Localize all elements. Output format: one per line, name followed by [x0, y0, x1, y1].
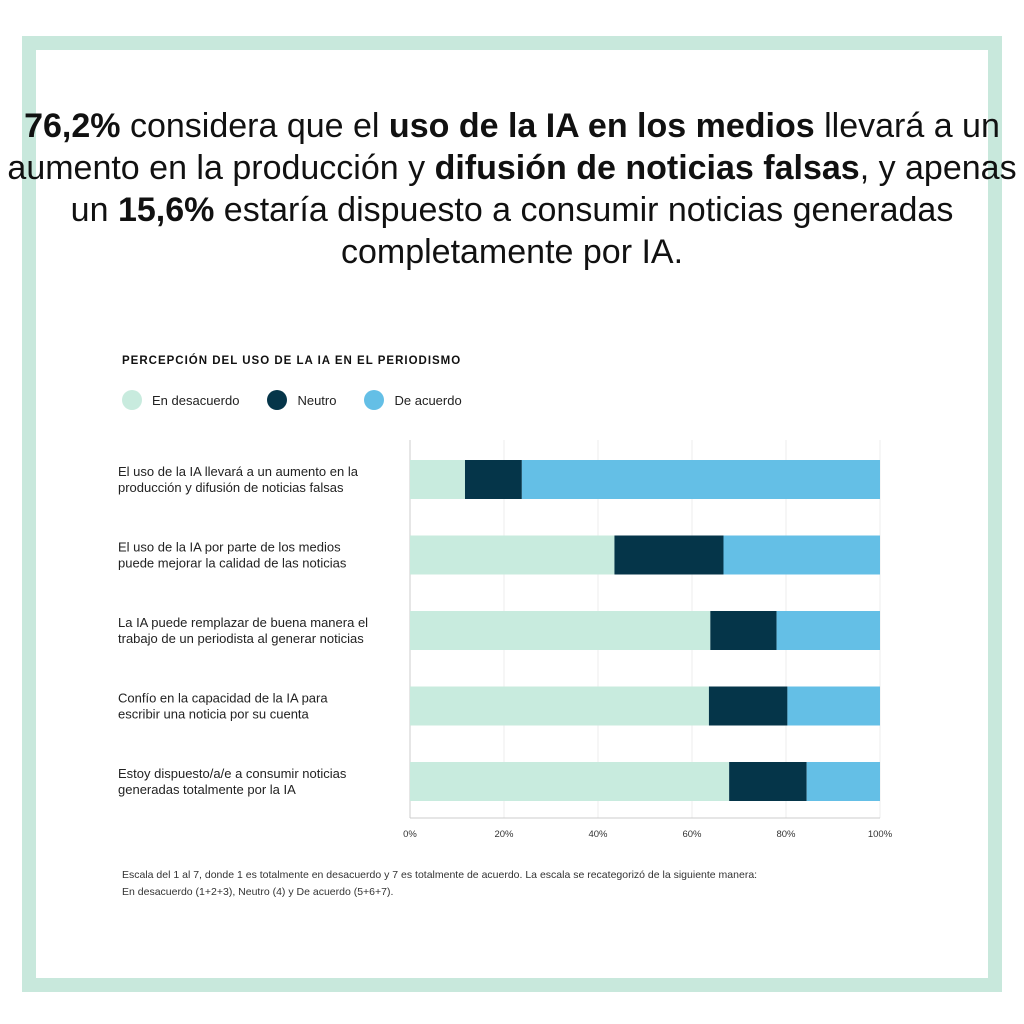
- stacked-bar-chart: 0% 20% 40% 60% 80% 100% El uso de la IA llevar…: [118, 440, 893, 840]
- x-tick-label: 20%: [494, 829, 514, 840]
- headline-text-3: , y apenas un: [70, 149, 1017, 229]
- headline-pct-1: 76,2%: [24, 107, 121, 145]
- bar-segment-agree: [776, 611, 880, 650]
- chart-legend: En desacuerdo Neutro De acuerdo: [122, 390, 490, 410]
- category-label: La IA puede remplazar de buena manera el: [118, 615, 368, 630]
- footnote-line-2: En desacuerdo (1+2+3), Neutro (4) y De a…: [122, 886, 394, 898]
- chart-title: PERCEPCIÓN DEL USO DE LA IA EN EL PERIOD…: [122, 355, 462, 367]
- legend-item-neutral: Neutro: [267, 390, 336, 410]
- x-tick-label: 80%: [776, 829, 796, 840]
- bar-segment-neutral: [710, 611, 777, 650]
- bar-segment-agree: [806, 762, 880, 801]
- bar-segment-agree: [787, 686, 880, 726]
- bar-segment-neutral: [614, 535, 724, 575]
- bar-segment-agree: [521, 460, 880, 499]
- bar-segment-neutral: [729, 762, 807, 801]
- bar-segment-disagree: [410, 611, 711, 650]
- footnote-line-1: Escala del 1 al 7, donde 1 es totalmente…: [122, 869, 758, 881]
- bar-segment-agree: [723, 535, 880, 575]
- category-label: puede mejorar la calidad de las noticias: [118, 556, 347, 571]
- category-label: Estoy dispuesto/a/e a consumir noticias: [118, 766, 347, 781]
- card-frame: [22, 36, 1002, 992]
- legend-item-disagree: En desacuerdo: [122, 390, 239, 410]
- footnote: Escala del 1 al 7, donde 1 es totalmente…: [122, 867, 902, 901]
- headline-text-1: considera que el: [120, 107, 389, 145]
- headline-bold-2: difusión de noticias falsas: [434, 149, 860, 187]
- category-label: El uso de la IA por parte de los medios: [118, 540, 341, 555]
- legend-label-neutral: Neutro: [297, 392, 337, 408]
- x-tick-label: 60%: [682, 829, 702, 840]
- bar-segment-disagree: [410, 460, 465, 499]
- headline: 76,2% considera que el uso de la IA en l…: [0, 105, 1024, 273]
- legend-label-agree: De acuerdo: [394, 392, 462, 408]
- legend-dot-agree: [364, 390, 385, 410]
- legend-dot-disagree: [122, 390, 142, 410]
- bar-segment-disagree: [410, 686, 709, 726]
- legend-item-agree: De acuerdo: [364, 390, 462, 410]
- category-label: escribir una noticia por su cuenta: [118, 707, 310, 722]
- bar-segment-disagree: [410, 535, 615, 575]
- category-label: trabajo de un periodista al generar noti…: [118, 631, 364, 646]
- bar-segment-neutral: [464, 460, 522, 499]
- x-tick-label: 100%: [868, 829, 893, 840]
- legend-label-disagree: En desacuerdo: [152, 392, 240, 408]
- category-label: Confío en la capacidad de la IA para: [118, 691, 328, 706]
- x-tick-label: 40%: [588, 829, 608, 840]
- bar-segment-neutral: [708, 686, 788, 726]
- headline-bold-1: uso de la IA en los medios: [388, 107, 815, 145]
- headline-text-4: estaría dispuesto a consumir noticias ge…: [214, 191, 954, 271]
- bar-segment-disagree: [410, 762, 730, 801]
- x-tick-label: 0%: [403, 829, 417, 840]
- category-label: generadas totalmente por la IA: [118, 782, 296, 797]
- headline-text-2: llevará a un aumento en la producción y: [7, 107, 1000, 187]
- category-label: producción y difusión de noticias falsas: [118, 480, 344, 495]
- headline-pct-2: 15,6%: [117, 191, 215, 229]
- category-label: El uso de la IA llevará a un aumento en …: [118, 464, 359, 479]
- legend-dot-neutral: [267, 390, 288, 410]
